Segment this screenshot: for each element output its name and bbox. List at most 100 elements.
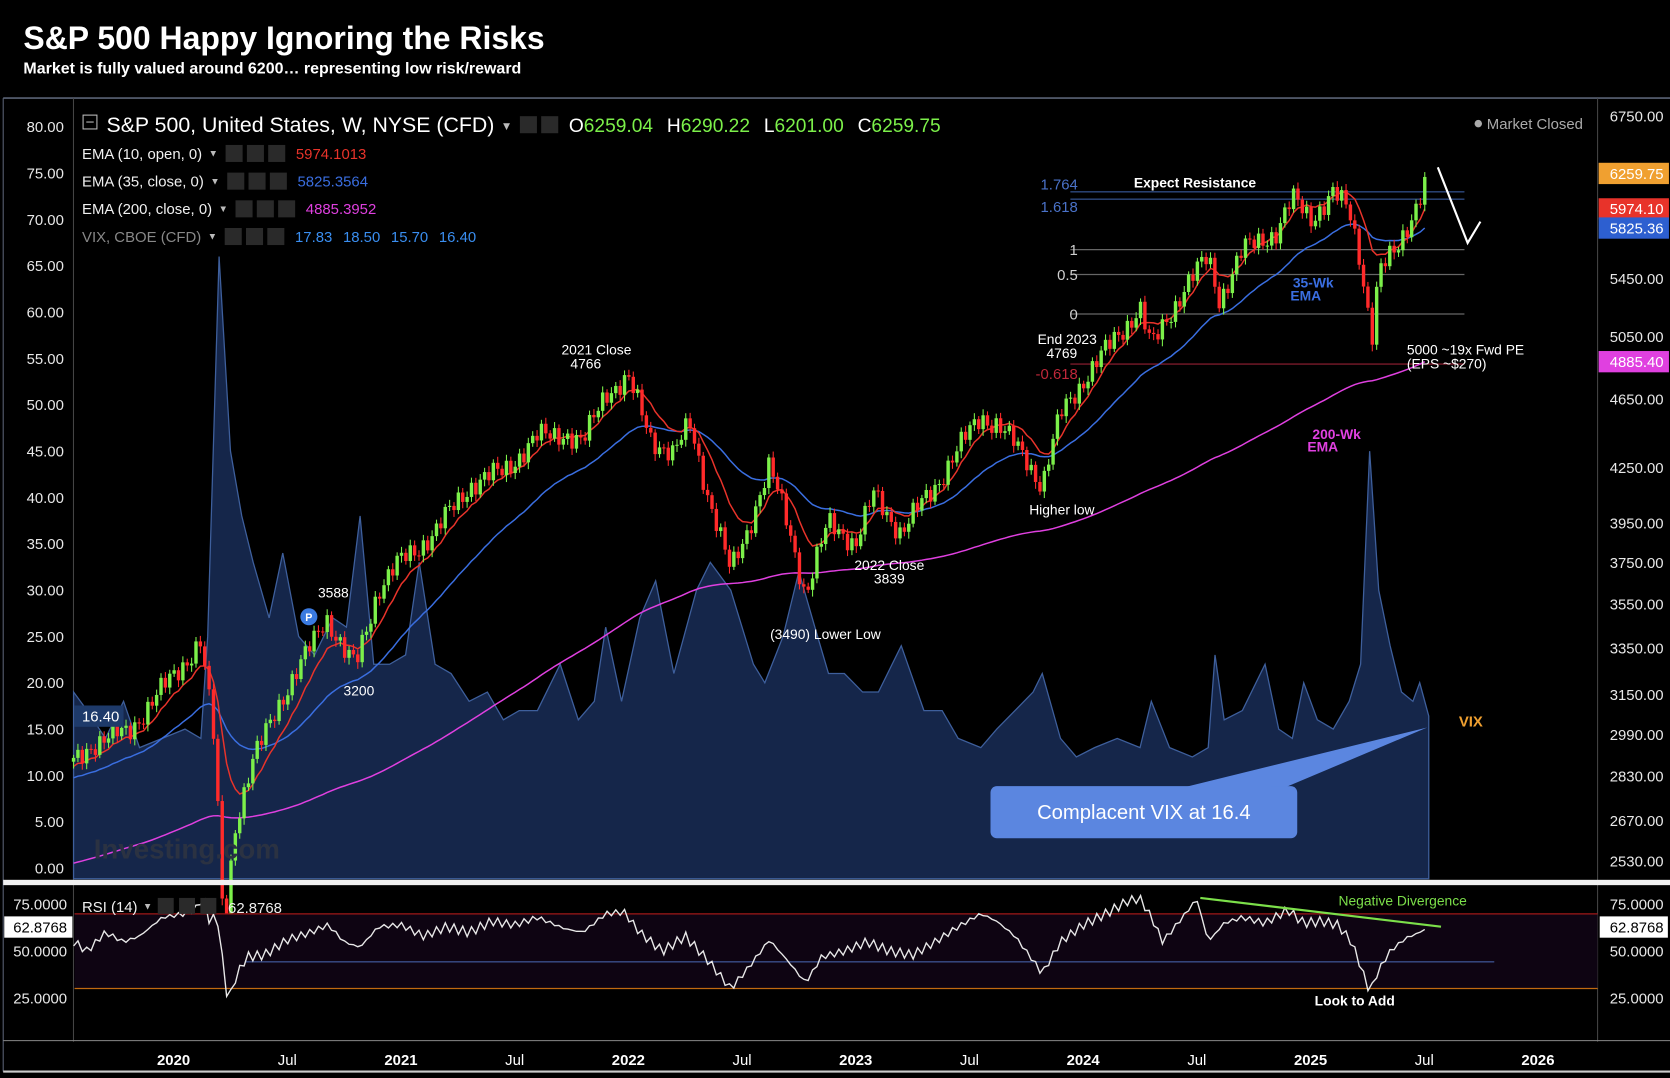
date-tick-label: 2024 (1067, 1053, 1101, 1069)
candle-body (1033, 464, 1038, 482)
candle-body (1248, 238, 1252, 240)
symbol-title[interactable]: S&P 500, United States, W, NYSE (CFD) (107, 113, 495, 137)
rsi-label[interactable]: RSI (14) (82, 900, 138, 916)
vix-tick-label: 65.00 (27, 259, 64, 275)
candle-body (942, 483, 946, 486)
ema10-line (73, 191, 1426, 795)
candle-body (1016, 441, 1020, 446)
candle-body (933, 484, 937, 502)
candle-body (1353, 220, 1357, 229)
candle-body (797, 552, 802, 585)
indicator-eye-icon[interactable] (227, 172, 245, 190)
candle-body (150, 701, 154, 706)
pane-separator[interactable] (3, 879, 1670, 886)
candle-body (1278, 223, 1283, 244)
indicator-gear-icon[interactable] (246, 144, 264, 162)
projection-arrow (1436, 166, 1482, 246)
candle-body (928, 489, 933, 502)
candle-body (307, 646, 312, 652)
vix-tick-label: 80.00 (27, 120, 64, 136)
indicator-dropdown-icon[interactable]: ▼ (210, 176, 219, 187)
candle-body (290, 674, 294, 696)
p-badge[interactable] (300, 608, 318, 626)
candle-body (522, 453, 526, 463)
candle-body (1073, 397, 1077, 404)
indicator-eye-icon[interactable] (224, 228, 242, 246)
candle-body (128, 725, 133, 740)
annotation-vix: VIX (1459, 714, 1483, 730)
indicator-gear-icon[interactable] (248, 172, 266, 190)
indicator-label[interactable]: EMA (200, close, 0) (82, 202, 212, 218)
gear-icon[interactable] (541, 116, 559, 134)
indicator-gear-icon[interactable] (246, 228, 264, 246)
candle-body (421, 540, 426, 556)
candle-body (828, 513, 832, 528)
candle-body (299, 659, 303, 680)
candle-body (1423, 176, 1427, 205)
candle-body (784, 493, 789, 526)
candle-body (364, 631, 369, 635)
candle-body (1147, 329, 1151, 333)
candle-body (701, 455, 705, 490)
rsi-marker-label: 62.8768 (1610, 920, 1664, 936)
price-tick-label: 4250.00 (1610, 461, 1664, 477)
rsi-marker-box (4, 916, 73, 938)
candle-body (194, 641, 198, 664)
candle-body (793, 535, 797, 553)
indicator-eye-icon[interactable] (235, 200, 253, 218)
annotation-fwd-pe: 5000 ~19x Fwd PE (1407, 342, 1524, 358)
p-badge-label: P (305, 612, 312, 624)
indicator-dropdown-icon[interactable]: ▼ (208, 232, 217, 243)
high-label: H (667, 116, 681, 137)
indicator-close-icon[interactable] (269, 172, 287, 190)
price-tick-label: 5450.00 (1610, 272, 1664, 288)
rsi-dropdown-icon[interactable]: ▼ (143, 902, 152, 913)
price-marker-label: 6259.75 (1610, 167, 1664, 183)
candle-body (911, 502, 915, 524)
annotation-200wk-ema: 200-Wk (1312, 426, 1361, 442)
indicator-value: 17.83 (295, 230, 332, 246)
symbol-dropdown-icon[interactable]: ▼ (501, 120, 513, 133)
candle-body (316, 630, 321, 632)
rsi-gear-icon[interactable] (179, 897, 196, 914)
candle-body (334, 636, 338, 641)
indicator-label[interactable]: EMA (35, close, 0) (82, 174, 204, 190)
candles (71, 172, 1427, 922)
indicator-close-icon[interactable] (268, 144, 286, 162)
candle-body (491, 462, 496, 481)
candle-body (154, 694, 159, 706)
candle-body (762, 488, 767, 496)
candle-body (124, 725, 128, 728)
indicator-label[interactable]: VIX, CBOE (CFD) (82, 230, 201, 246)
eye-icon[interactable] (519, 116, 537, 134)
candle-body (719, 527, 723, 532)
page-subtitle: Market is fully valued around 6200… repr… (23, 61, 521, 78)
candle-body (788, 525, 793, 536)
indicator-label[interactable]: EMA (10, open, 0) (82, 147, 202, 163)
candle-body (259, 740, 264, 745)
indicator-dropdown-icon[interactable]: ▼ (218, 204, 227, 215)
candle-body (885, 511, 889, 516)
indicator-eye-icon[interactable] (225, 144, 243, 162)
rsi-close-icon[interactable] (200, 897, 217, 914)
candle-body (1029, 464, 1033, 471)
indicator-gear-icon[interactable] (256, 200, 274, 218)
indicator-close-icon[interactable] (278, 200, 296, 218)
low-value: 6201.00 (774, 116, 843, 137)
indicator-dropdown-icon[interactable]: ▼ (209, 149, 218, 160)
candle-body (858, 534, 863, 547)
candle-body (1418, 203, 1423, 205)
fib-label: 1.764 (1041, 178, 1078, 194)
date-tick-label: Jul (733, 1053, 752, 1069)
candle-body (609, 393, 614, 403)
candle-body (98, 736, 102, 755)
candle-body (823, 527, 828, 545)
indicator-close-icon[interactable] (267, 228, 285, 246)
date-tick-label: Jul (960, 1053, 979, 1069)
candle-body (321, 631, 325, 633)
collapse-icon[interactable] (82, 114, 98, 130)
rsi-band (74, 913, 1598, 989)
vix-tick-label: 10.00 (27, 769, 64, 785)
candle-body (1361, 264, 1366, 287)
rsi-eye-icon[interactable] (157, 897, 174, 914)
